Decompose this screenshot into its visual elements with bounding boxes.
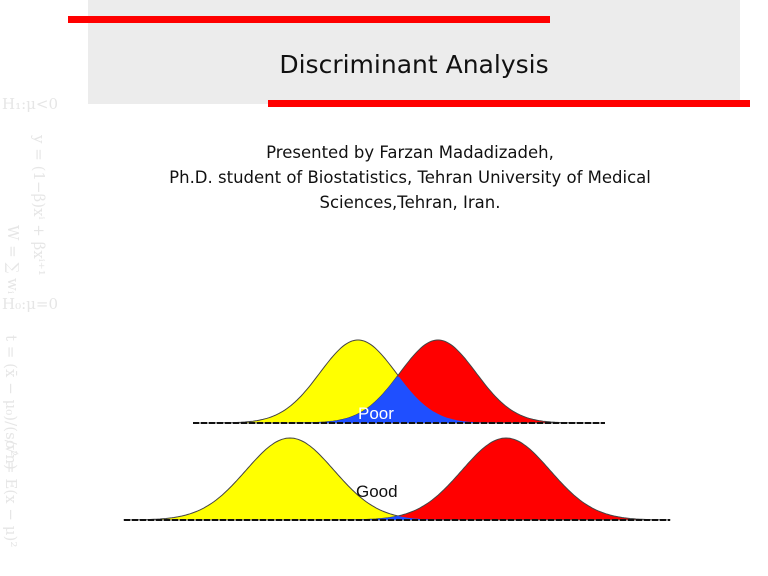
presenter-line: Presented by Farzan Madadizadeh, — [266, 143, 554, 162]
accent-bar-top — [68, 16, 550, 23]
watermark-formula: H₀:μ=0 — [2, 295, 59, 313]
overlap-region — [193, 376, 605, 423]
watermark-formula: H₁:μ<0 — [2, 95, 59, 113]
slide-subtitle: Presented by Farzan Madadizadeh, Ph.D. s… — [140, 140, 680, 215]
good-label: Good — [356, 482, 398, 501]
slide-title: Discriminant Analysis — [279, 50, 549, 79]
accent-bar-bottom — [268, 100, 750, 107]
poor-label: Poor — [358, 404, 394, 423]
overlap-region — [124, 516, 670, 520]
formula-watermark: H₁:μ<0 y = (1−β)xⁱ + βxⁱ⁺¹ W = ∑ wᵢ H₀:μ… — [0, 95, 95, 565]
affiliation-line: Ph.D. student of Biostatistics, Tehran U… — [169, 168, 651, 212]
